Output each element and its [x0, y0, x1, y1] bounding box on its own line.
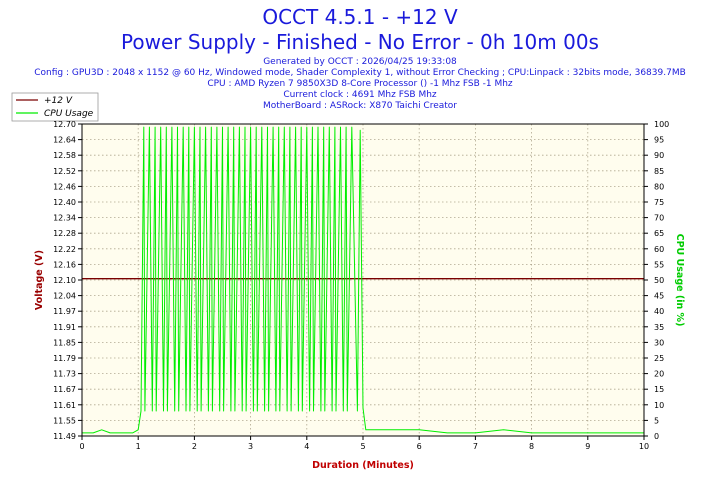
y-axis-right-label: CPU Usage (in %)	[674, 234, 685, 327]
y-right-tick-label: 65	[654, 229, 664, 238]
x-tick-label: 3	[248, 442, 253, 451]
x-axis-label: Duration (Minutes)	[312, 460, 414, 471]
y-left-tick-label: 12.70	[53, 120, 76, 129]
y-right-tick-label: 40	[654, 307, 664, 316]
chart-subtitle: Power Supply - Finished - No Error - 0h …	[121, 30, 599, 54]
y-right-tick-label: 60	[654, 245, 664, 254]
legend-label-cpu-usage: CPU Usage	[44, 109, 94, 119]
y-left-tick-label: 12.04	[53, 292, 76, 301]
y-right-tick-label: 25	[654, 354, 664, 363]
y-left-tick-label: 12.40	[53, 198, 76, 207]
y-right-tick-label: 20	[654, 370, 664, 379]
y-right-tick-label: 30	[654, 338, 664, 347]
y-right-tick-label: 15	[654, 385, 664, 394]
x-tick-label: 9	[585, 442, 590, 451]
plot-frame	[81, 123, 645, 437]
y-left-tick-label: 11.79	[53, 354, 76, 363]
y-left-tick-label: 12.16	[53, 260, 76, 269]
y-left-tick-label: 12.34	[53, 214, 76, 223]
x-ticks: 0 1 2 3 4 5 6 7 8 9 10	[79, 436, 649, 451]
x-tick-label: 0	[79, 442, 84, 451]
y-left-tick-label: 11.73	[53, 370, 76, 379]
y-left-tick-label: 11.55	[53, 416, 76, 425]
y-right-tick-label: 80	[654, 182, 664, 191]
y-left-tick-label: 11.91	[53, 323, 76, 332]
y-right-tick-label: 50	[654, 276, 664, 285]
y-left-tick-label: 11.97	[53, 307, 76, 316]
info-clock: Current clock : 4691 Mhz FSB Mhz	[283, 90, 437, 100]
y-right-tick-label: 45	[654, 292, 664, 301]
y-axis-left-label: Voltage (V)	[34, 250, 45, 310]
info-motherboard: MotherBoard : ASRock: X870 Taichi Creato…	[263, 101, 457, 111]
y-left-tick-label: 12.28	[53, 229, 76, 238]
x-tick-label: 2	[192, 442, 197, 451]
x-tick-label: 1	[136, 442, 141, 451]
y-left-tick-label: 12.10	[53, 276, 76, 285]
info-config: Config : GPU3D : 2048 x 1152 @ 60 Hz, Wi…	[34, 68, 686, 78]
x-tick-label: 4	[304, 442, 309, 451]
y-right-tick-label: 90	[654, 151, 664, 160]
y-left-tick-label: 12.22	[53, 245, 76, 254]
y-left-tick-label: 12.64	[53, 136, 76, 145]
y-left-tick-label: 12.58	[53, 151, 76, 160]
x-tick-label: 10	[639, 442, 649, 451]
legend: +12 V CPU Usage	[11, 92, 99, 122]
legend-box	[11, 92, 99, 122]
y-left-tick-label: 12.52	[53, 167, 76, 176]
y-right-tick-label: 55	[654, 260, 664, 269]
y-left-tick-label: 11.67	[53, 385, 76, 394]
y-right-tick-label: 5	[654, 416, 659, 425]
y-right-tick-label: 100	[654, 120, 669, 129]
y-right-ticks: 0 5 10 15 20 25 30 35 40 45 50 55 60 65 70 75 80 85 90 95 10…	[644, 120, 669, 441]
y-right-tick-label: 85	[654, 167, 664, 176]
x-tick-label: 7	[473, 442, 478, 451]
y-left-ticks: 11.49 11.55 11.61 11.67 11.73 11.79 11.85 11.91…	[53, 120, 82, 441]
legend-label-voltage: +12 V	[44, 96, 73, 106]
y-right-tick-label: 95	[654, 136, 664, 145]
y-right-tick-label: 0	[654, 432, 659, 441]
y-left-tick-label: 11.49	[53, 432, 76, 441]
info-generated: Generated by OCCT : 2026/04/25 19:33:08	[263, 57, 457, 67]
y-right-tick-label: 10	[654, 401, 664, 410]
x-tick-label: 8	[529, 442, 534, 451]
info-cpu: CPU : AMD Ryzen 7 9850X3D 8-Core Process…	[207, 79, 513, 89]
y-right-tick-label: 35	[654, 323, 664, 332]
series-layer	[82, 126, 644, 434]
series-cpu-usage-line	[82, 126, 644, 434]
y-right-tick-label: 75	[654, 198, 664, 207]
y-left-tick-label: 11.85	[53, 338, 76, 347]
x-tick-label: 6	[417, 442, 422, 451]
y-right-tick-label: 70	[654, 214, 664, 223]
x-tick-label: 5	[360, 442, 365, 451]
y-left-tick-label: 12.46	[53, 182, 76, 191]
chart-title: OCCT 4.5.1 - +12 V	[262, 5, 458, 29]
y-left-tick-label: 11.61	[53, 401, 76, 410]
